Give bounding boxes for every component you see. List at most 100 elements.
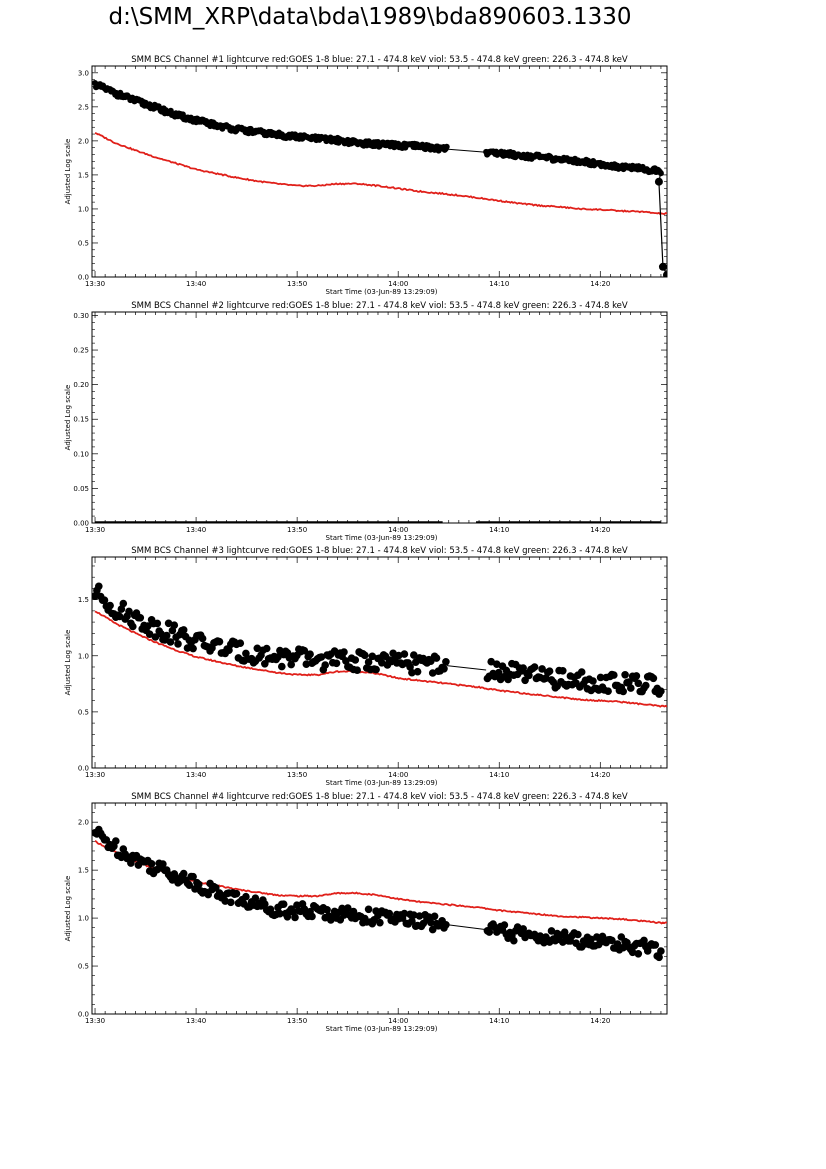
x-tick-label: 14:20 bbox=[590, 771, 610, 779]
gap-connector bbox=[446, 924, 487, 931]
bcs-point bbox=[604, 687, 612, 695]
y-tick-label: 0.10 bbox=[73, 450, 89, 458]
bcs-point bbox=[427, 918, 435, 927]
x-axis-label: Start Time (03-Jun-89 13:29:09) bbox=[326, 1025, 438, 1033]
y-tick-label: 1.5 bbox=[78, 596, 89, 604]
plot-area bbox=[92, 80, 667, 277]
y-tick-label: 0.0 bbox=[78, 765, 89, 773]
bcs-point bbox=[159, 860, 167, 868]
chart-title: SMM BCS Channel #3 lightcurve red:GOES 1… bbox=[131, 546, 628, 556]
goes-1-8-line bbox=[94, 132, 667, 216]
bcs-dropoff-point bbox=[654, 177, 663, 186]
y-tick-label: 1.0 bbox=[78, 652, 89, 660]
bcs-point bbox=[443, 143, 450, 150]
bcs-point bbox=[144, 622, 152, 630]
bcs-point bbox=[232, 889, 241, 898]
bcs-points bbox=[92, 582, 665, 698]
plot-area bbox=[92, 582, 667, 708]
y-tick-label: 1.5 bbox=[78, 171, 89, 179]
bcs-point bbox=[400, 650, 409, 658]
bcs-point bbox=[596, 673, 605, 682]
bcs-point bbox=[95, 582, 103, 591]
bcs-point bbox=[291, 913, 299, 922]
y-axis-label: Adjusted Log scale bbox=[64, 630, 72, 696]
gap-connector bbox=[446, 665, 487, 671]
x-tick-label: 13:40 bbox=[186, 1017, 206, 1025]
bcs-point bbox=[440, 665, 448, 673]
bcs-point bbox=[587, 935, 595, 944]
bcs-points bbox=[92, 80, 664, 177]
chart-title: SMM BCS Channel #2 lightcurve red:GOES 1… bbox=[131, 301, 628, 311]
chart-panel-4: SMM BCS Channel #4 lightcurve red:GOES 1… bbox=[64, 792, 668, 1033]
bcs-point bbox=[212, 884, 220, 892]
bcs-point bbox=[179, 111, 186, 118]
bcs-point bbox=[274, 653, 282, 661]
bcs-point bbox=[494, 668, 503, 677]
bcs-point bbox=[145, 630, 154, 638]
bcs-point bbox=[361, 651, 369, 660]
x-tick-label: 13:50 bbox=[287, 1017, 307, 1025]
bcs-point bbox=[577, 668, 586, 676]
bcs-point bbox=[510, 936, 518, 945]
bcs-point bbox=[640, 936, 648, 945]
chart-title: SMM BCS Channel #4 lightcurve red:GOES 1… bbox=[131, 792, 628, 802]
y-tick-label: 2.0 bbox=[78, 137, 89, 145]
x-axis-label: Start Time (03-Jun-89 13:29:09) bbox=[326, 288, 438, 296]
bcs-point bbox=[198, 634, 207, 643]
bcs-point bbox=[174, 640, 182, 648]
bcs-point bbox=[547, 927, 556, 935]
bcs-point bbox=[610, 671, 618, 679]
bcs-point bbox=[619, 687, 627, 696]
bcs-point bbox=[634, 950, 643, 958]
bcs-point bbox=[300, 646, 309, 655]
bcs-point bbox=[136, 614, 145, 622]
bcs-point bbox=[287, 660, 296, 669]
bcs-point bbox=[302, 660, 311, 668]
bcs-point bbox=[164, 619, 173, 628]
bcs-dropoff-point bbox=[658, 262, 667, 271]
bcs-point bbox=[632, 672, 641, 680]
plot-frame bbox=[91, 65, 668, 278]
x-tick-label: 13:40 bbox=[186, 526, 206, 534]
bcs-point bbox=[147, 860, 156, 868]
bcs-point bbox=[485, 928, 494, 936]
x-tick-label: 13:50 bbox=[287, 280, 307, 288]
y-tick-label: 1.0 bbox=[78, 205, 89, 213]
bcs-point bbox=[385, 909, 394, 918]
bcs-point bbox=[628, 948, 637, 957]
bcs-point bbox=[410, 651, 418, 659]
bcs-point bbox=[538, 665, 546, 673]
bcs-point bbox=[625, 678, 633, 686]
y-tick-label: 0.30 bbox=[73, 312, 89, 320]
x-tick-label: 13:30 bbox=[85, 526, 105, 534]
bcs-point bbox=[406, 663, 414, 671]
x-tick-label: 14:10 bbox=[489, 280, 509, 288]
bcs-point bbox=[323, 906, 331, 914]
x-tick-label: 14:20 bbox=[590, 1017, 610, 1025]
y-tick-label: 0.25 bbox=[73, 347, 89, 355]
bcs-point bbox=[236, 639, 245, 647]
x-tick-label: 14:10 bbox=[489, 1017, 509, 1025]
bcs-point bbox=[634, 679, 643, 688]
bcs-point bbox=[442, 658, 450, 666]
bcs-point bbox=[183, 644, 192, 652]
bcs-point bbox=[185, 881, 194, 889]
bcs-point bbox=[364, 658, 373, 666]
bcs-point bbox=[408, 668, 416, 677]
bcs-point bbox=[430, 912, 439, 921]
y-axis-label: Adjusted Log scale bbox=[64, 385, 72, 451]
bcs-point bbox=[574, 930, 582, 939]
x-tick-label: 13:50 bbox=[287, 771, 307, 779]
bcs-point bbox=[100, 596, 109, 604]
bcs-point bbox=[279, 900, 288, 908]
bcs-point bbox=[613, 940, 622, 948]
bcs-point bbox=[627, 684, 635, 692]
bcs-point bbox=[170, 621, 179, 629]
bcs-point bbox=[442, 921, 450, 929]
bcs-point bbox=[189, 872, 197, 881]
plot-area bbox=[92, 825, 667, 962]
y-tick-label: 0.20 bbox=[73, 381, 89, 389]
goes-1-8-line bbox=[94, 610, 667, 708]
y-tick-label: 3.0 bbox=[78, 69, 89, 77]
x-tick-label: 14:20 bbox=[590, 526, 610, 534]
